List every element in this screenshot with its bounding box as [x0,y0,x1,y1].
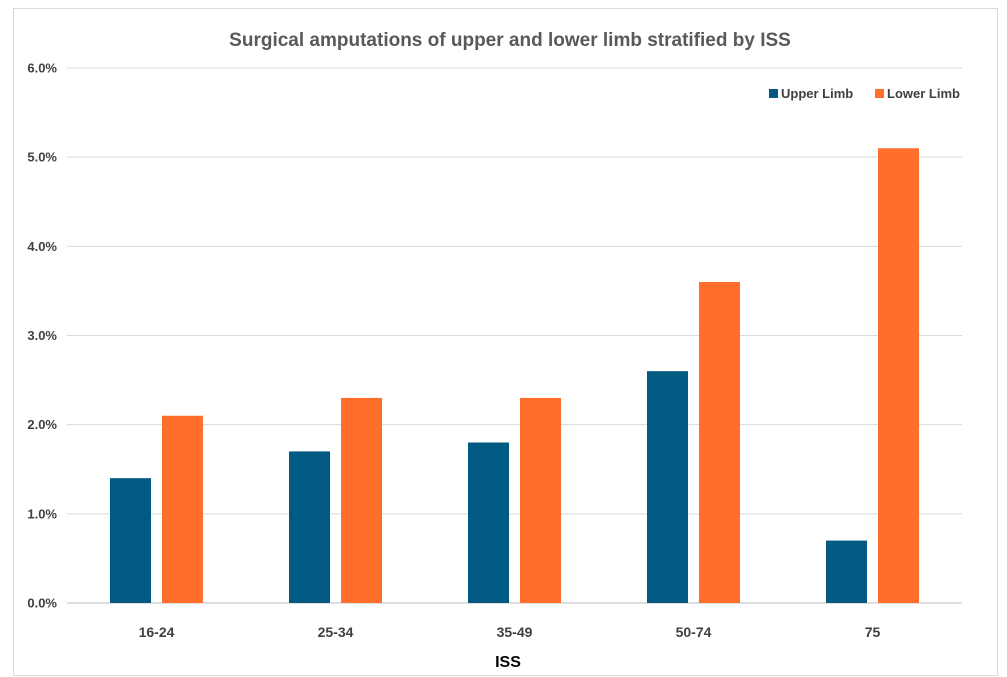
chart-title: Surgical amputations of upper and lower … [229,30,791,51]
x-tick-label: 50-74 [676,624,712,640]
bars [110,148,919,603]
bar-upper-limb-75 [826,540,867,603]
legend-label: Lower Limb [887,86,960,101]
x-tick-label: 16-24 [139,624,175,640]
x-axis-ticks: 16-24 25-34 35-49 50-74 75 [139,624,881,640]
y-tick-label: 0.0% [27,596,57,611]
bar-upper-limb-50-74 [647,371,688,603]
x-tick-label: 25-34 [318,624,354,640]
y-tick-label: 4.0% [27,239,57,254]
x-tick-label: 35-49 [497,624,533,640]
bar-lower-limb-35-49 [520,397,561,603]
legend-swatch [769,89,778,98]
y-tick-label: 3.0% [27,328,57,343]
legend-swatch [875,89,884,98]
y-tick-label: 6.0% [27,61,57,76]
gridlines [67,67,962,604]
bar-lower-limb-16-24 [162,415,203,603]
bar-lower-limb-50-74 [699,282,740,603]
x-axis-title: ISS [495,654,521,671]
bar-lower-limb-25-34 [341,397,382,603]
legend: Upper Limb Lower Limb [769,86,960,101]
x-tick-label: 75 [865,624,881,640]
bar-upper-limb-16-24 [110,478,151,603]
bar-upper-limb-35-49 [468,442,509,603]
bar-upper-limb-25-34 [289,451,330,603]
legend-label: Upper Limb [781,86,853,101]
y-tick-label: 2.0% [27,417,57,432]
y-axis-ticks: 0.0% 1.0% 2.0% 3.0% 4.0% 5.0% 6.0% [27,61,57,611]
y-tick-label: 1.0% [27,506,57,521]
bar-lower-limb-75 [878,148,919,603]
y-tick-label: 5.0% [27,150,57,165]
